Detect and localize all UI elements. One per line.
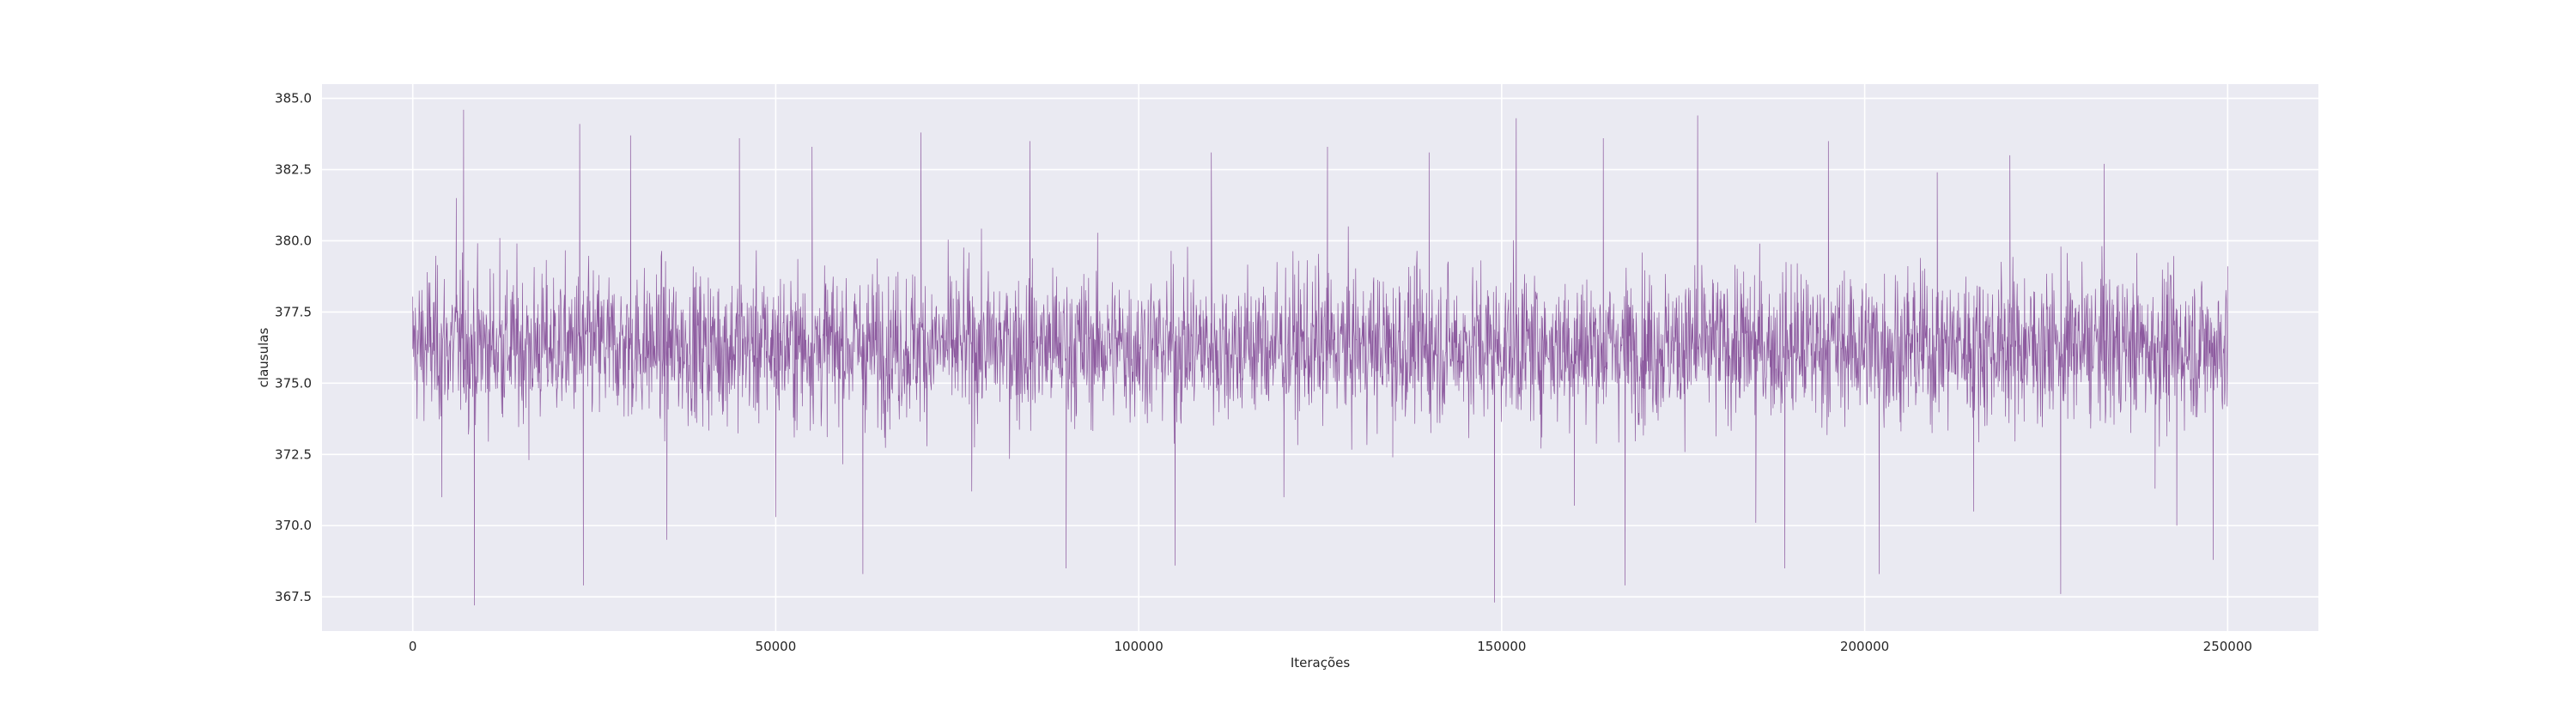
y-tick-label: 370.0 xyxy=(275,518,312,533)
y-tick-label: 380.0 xyxy=(275,233,312,248)
x-axis-label: Iterações xyxy=(1291,655,1351,671)
y-tick-label: 375.0 xyxy=(275,375,312,391)
y-tick-label: 385.0 xyxy=(275,91,312,106)
y-tick-label: 377.5 xyxy=(275,304,312,319)
y-axis-label: clausulas xyxy=(256,328,271,388)
y-tick-label: 382.5 xyxy=(275,162,312,178)
x-tick-label: 50000 xyxy=(756,639,797,654)
x-tick-label: 100000 xyxy=(1115,639,1163,654)
series-line-path xyxy=(412,109,2228,606)
x-tick-label: 200000 xyxy=(1840,639,1889,654)
series-line xyxy=(412,109,2228,606)
x-axis: 0 50000 100000 150000 200000 250000 xyxy=(409,639,2252,654)
x-tick-label: 150000 xyxy=(1477,639,1526,654)
y-tick-label: 367.5 xyxy=(275,589,312,604)
y-axis: 367.5 370.0 372.5 375.0 377.5 380.0 382.5 385.0 xyxy=(275,91,312,605)
x-tick-label: 250000 xyxy=(2203,639,2252,654)
y-tick-label: 372.5 xyxy=(275,446,312,462)
x-tick-label: 0 xyxy=(409,639,417,654)
